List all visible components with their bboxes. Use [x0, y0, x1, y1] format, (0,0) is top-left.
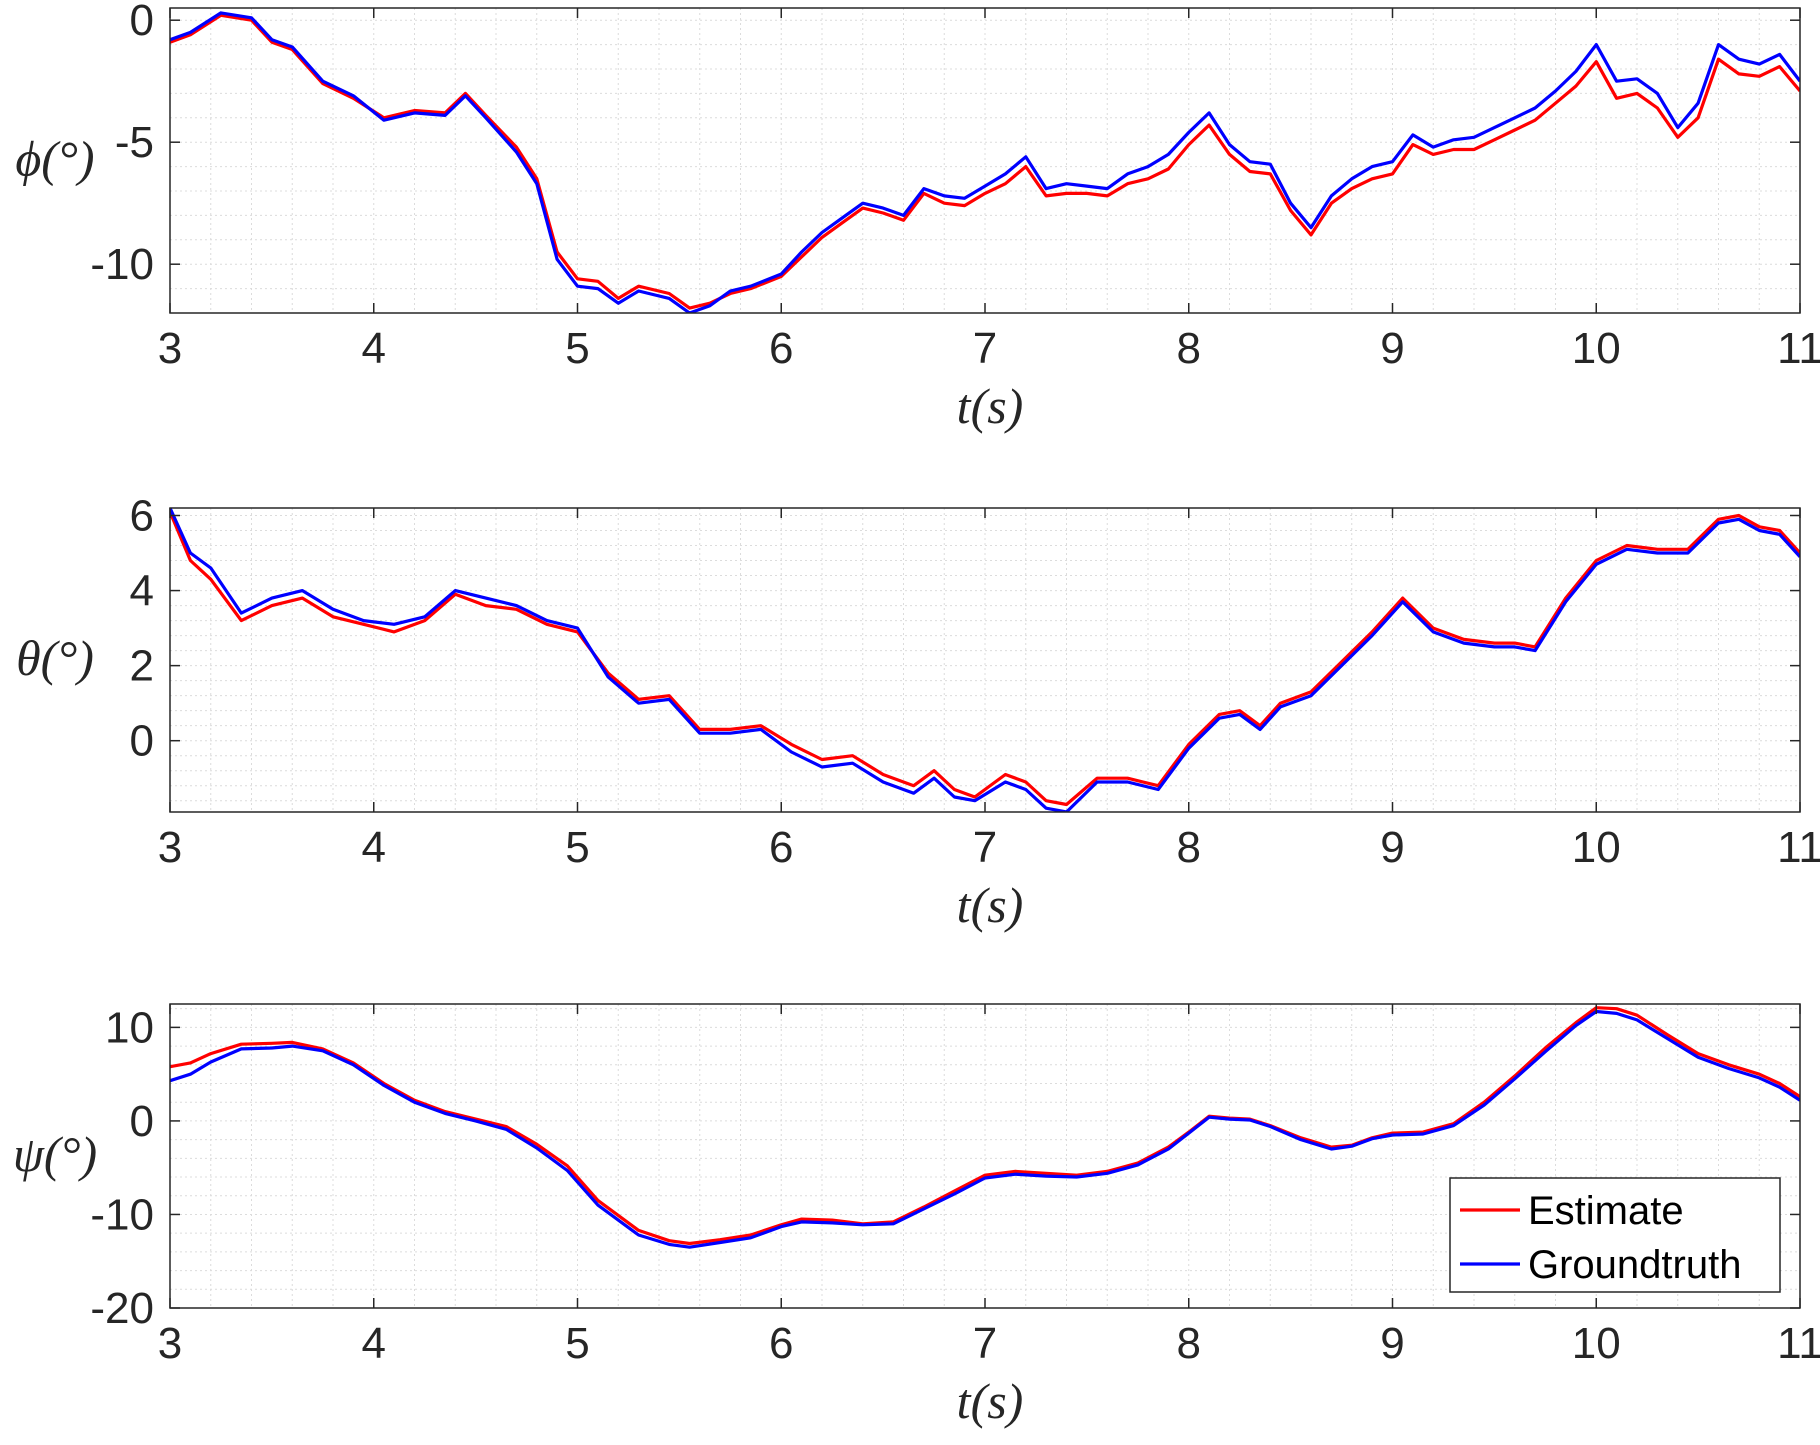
x-tick-label: 11 [1777, 823, 1820, 872]
x-tick-label: 4 [362, 1319, 386, 1368]
legend-box [1449, 1177, 1781, 1293]
y-axis-label: ϕ(°) [15, 131, 94, 187]
x-tick-label: 10 [1572, 823, 1621, 872]
y-tick-label: 6 [130, 492, 154, 541]
x-tick-label: 8 [1177, 1319, 1201, 1368]
x-tick-label: 5 [565, 324, 589, 373]
legend-label-groundtruth: Groundtruth [1528, 1243, 1741, 1287]
y-tick-label: -5 [115, 118, 154, 167]
x-tick-label: 9 [1380, 324, 1404, 373]
chart-panel-2: 3 4 5 6 7 8 9 10 11 0 2 4 6 t(s) θ(°) [16, 492, 1820, 933]
y-tick-label: 4 [130, 567, 154, 616]
legend-label-estimate: Estimate [1528, 1189, 1684, 1233]
grid [169, 8, 1801, 314]
x-tick-label: 8 [1177, 324, 1201, 373]
grid [169, 1004, 1801, 1309]
x-axis-label: t(s) [957, 1373, 1024, 1429]
x-tick-label: 3 [158, 823, 182, 872]
x-tick-label: 10 [1572, 1319, 1621, 1368]
y-tick-label: -10 [90, 240, 154, 289]
x-tick-label: 7 [973, 324, 997, 373]
series-line-groundtruth [170, 1009, 1800, 1249]
x-tick-label: 5 [565, 1319, 589, 1368]
x-tick-label: 9 [1380, 823, 1404, 872]
y-axis-label: θ(°) [16, 630, 94, 686]
x-tick-label: 11 [1777, 324, 1820, 373]
x-tick-label: 10 [1572, 324, 1621, 373]
x-tick-label: 5 [565, 823, 589, 872]
x-tick-label: 8 [1177, 823, 1201, 872]
x-tick-label: 11 [1777, 1319, 1820, 1368]
x-tick-label: 7 [973, 823, 997, 872]
series-line-estimate [170, 511, 1800, 807]
series-line-estimate [170, 13, 1800, 310]
x-tick-label: 6 [769, 324, 793, 373]
x-tick-label: 3 [158, 1319, 182, 1368]
legend: Estimate Groundtruth [1449, 1177, 1781, 1293]
x-tick-label: 7 [973, 1319, 997, 1368]
series-line-groundtruth [170, 11, 1800, 313]
chart-panel-1: 3 4 5 6 7 8 9 10 11 -10 -5 0 t(s) ϕ(°) [15, 0, 1820, 434]
y-tick-label: -20 [90, 1284, 154, 1333]
y-tick-label: 10 [105, 1003, 154, 1052]
series-line-estimate [170, 1006, 1800, 1246]
x-tick-label: 6 [769, 1319, 793, 1368]
x-tick-label: 4 [362, 324, 386, 373]
x-tick-label: 3 [158, 324, 182, 373]
y-tick-label: 0 [130, 717, 154, 766]
x-tick-label: 9 [1380, 1319, 1404, 1368]
series-line-groundtruth [170, 508, 1800, 812]
x-axis-label: t(s) [957, 378, 1024, 434]
y-tick-label: 0 [130, 0, 154, 45]
y-tick-label: -10 [90, 1190, 154, 1239]
x-axis-label: t(s) [957, 877, 1024, 933]
x-tick-label: 6 [769, 823, 793, 872]
y-tick-label: 0 [130, 1097, 154, 1146]
y-axis-label: ψ(°) [13, 1126, 97, 1182]
y-tick-label: 2 [130, 642, 154, 691]
x-tick-label: 4 [362, 823, 386, 872]
